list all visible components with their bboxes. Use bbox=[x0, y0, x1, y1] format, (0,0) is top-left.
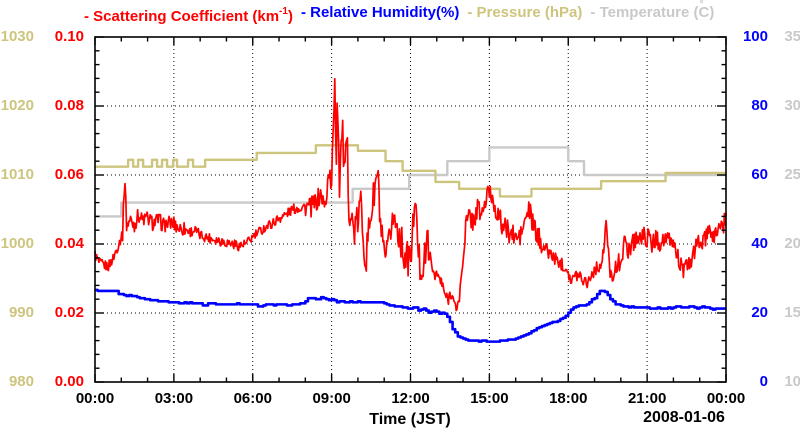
humidity-tick-label: 60 bbox=[751, 166, 768, 183]
pressure-tick-label: 1030 bbox=[0, 28, 34, 45]
time-tick-label: 03:00 bbox=[154, 390, 194, 407]
humidity-tick-label: 20 bbox=[751, 304, 768, 321]
temperature-tick-label: 10 bbox=[784, 373, 800, 390]
time-tick-label: 15:00 bbox=[470, 390, 509, 407]
legend-item-pressure: - Pressure (hPa) bbox=[467, 4, 583, 21]
scattering-tick-label: 0.10 bbox=[54, 28, 84, 45]
degree-symbol: ° bbox=[699, 0, 704, 10]
legend: - Scattering Coefficient (km-1) - Relati… bbox=[84, 0, 800, 25]
legend-item-humidity: - Relative Humidity(%) bbox=[300, 4, 460, 21]
date-label: 2008-01-06 bbox=[643, 409, 725, 426]
time-tick-label: 00:00 bbox=[706, 390, 746, 407]
scattering-tick-label: 0.08 bbox=[54, 97, 84, 114]
scattering-tick-label: 0.06 bbox=[54, 166, 84, 183]
scattering-tick-label: 0.00 bbox=[54, 373, 84, 390]
legend-item-temperature: - Temperature (° C) bbox=[590, 0, 714, 24]
scattering-tick-label: 0.04 bbox=[54, 235, 84, 252]
temperature-tick-label: 15 bbox=[784, 304, 800, 321]
humidity-tick-label: 0 bbox=[759, 373, 768, 390]
pressure-tick-label: 980 bbox=[8, 373, 34, 390]
series-pressure bbox=[95, 144, 726, 198]
time-tick-label: 00:00 bbox=[75, 390, 115, 407]
humidity-tick-label: 40 bbox=[751, 235, 768, 252]
series-temperature bbox=[95, 146, 726, 218]
temperature-tick-label: 35 bbox=[784, 28, 800, 45]
pressure-tick-label: 1000 bbox=[0, 235, 34, 252]
time-tick-label: 12:00 bbox=[391, 390, 430, 407]
pressure-tick-label: 990 bbox=[8, 304, 34, 321]
series-relative-humidity bbox=[95, 288, 726, 343]
temperature-tick-label: 20 bbox=[784, 235, 800, 252]
time-tick-label: 09:00 bbox=[312, 390, 351, 407]
time-tick-label: 18:00 bbox=[549, 390, 588, 407]
pressure-tick-label: 1010 bbox=[0, 166, 34, 183]
series-scattering-coefficient bbox=[94, 77, 727, 312]
x-axis-title: Time (JST) bbox=[369, 411, 451, 428]
time-tick-label: 21:00 bbox=[627, 390, 667, 407]
temperature-tick-label: 25 bbox=[784, 166, 800, 183]
legend-item-scattering: - Scattering Coefficient (km-1) bbox=[84, 6, 293, 25]
humidity-tick-label: 80 bbox=[751, 97, 768, 114]
pressure-tick-label: 1020 bbox=[0, 97, 34, 114]
scattering-tick-label: 0.02 bbox=[54, 304, 84, 321]
time-tick-label: 06:00 bbox=[233, 390, 272, 407]
humidity-tick-label: 100 bbox=[742, 28, 768, 45]
temperature-tick-label: 30 bbox=[784, 97, 800, 114]
